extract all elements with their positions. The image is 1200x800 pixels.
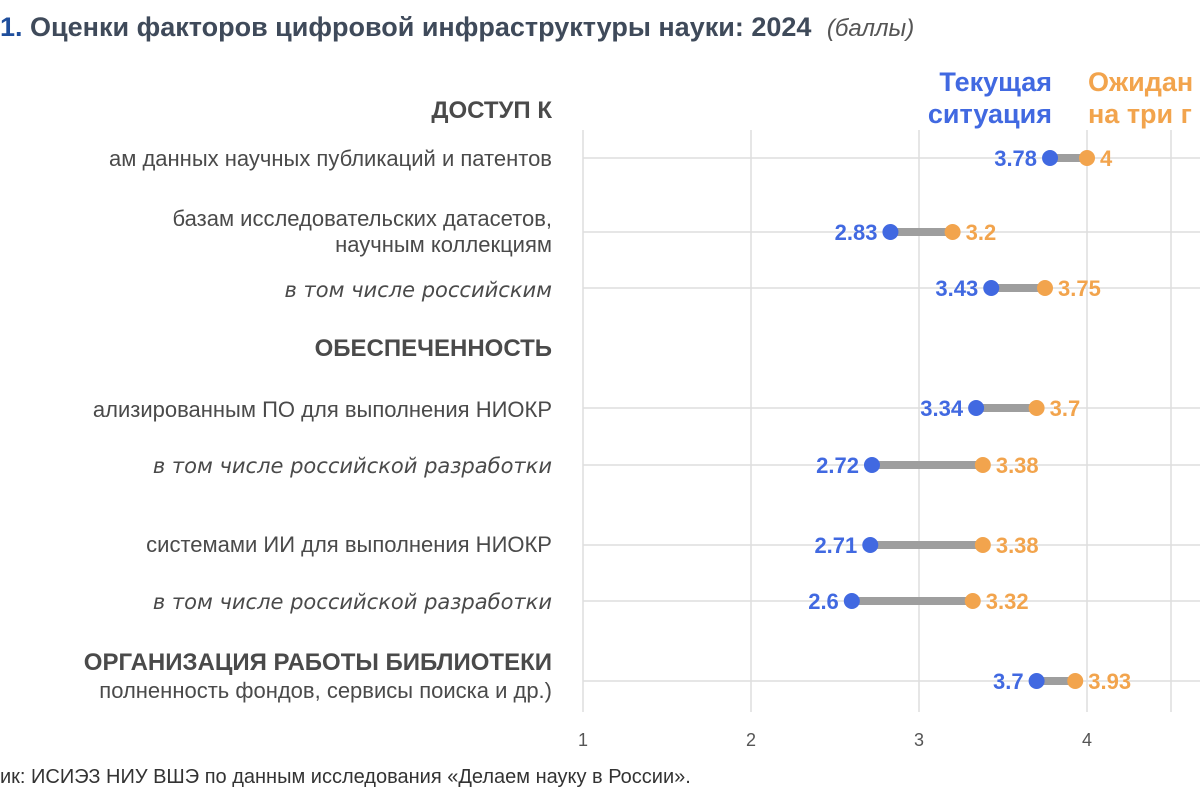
point-expected — [1028, 400, 1045, 416]
value-label-current: 3.7 — [993, 669, 1024, 694]
figure-number: 1. — [0, 12, 23, 42]
row-label-publications: ам данных научных публикаций и патентов — [108, 146, 552, 171]
row-label-datasets-line2: научным коллекциям — [335, 232, 552, 257]
point-expected — [1067, 673, 1084, 689]
point-expected — [944, 224, 961, 240]
heading-provision: ОБЕСПЕЧЕННОСТЬ — [314, 335, 552, 362]
legend-expected: Ожидан на три г — [1088, 66, 1193, 130]
x-tick-label: 2 — [746, 730, 756, 750]
value-label-expected: 3.93 — [1088, 669, 1131, 694]
row-label-datasets-russian: в том числе российским — [284, 278, 552, 302]
legend-expected-line1: Ожидан — [1088, 67, 1194, 97]
title-text: Оценки факторов цифровой инфраструктуры … — [30, 12, 812, 42]
legend-current-line1: Текущая — [939, 67, 1052, 97]
point-current — [862, 537, 879, 553]
source-note: ик: ИСИЭЗ НИУ ВШЭ по данным исследования… — [0, 766, 691, 788]
value-label-expected: 3.32 — [986, 589, 1029, 614]
value-label-current: 3.43 — [935, 276, 978, 301]
value-label-current: 2.71 — [814, 533, 857, 558]
point-current — [1042, 150, 1059, 166]
value-label-current: 3.34 — [920, 396, 964, 421]
point-current — [983, 280, 1000, 296]
point-expected — [1037, 280, 1053, 296]
value-label-expected: 3.38 — [996, 453, 1039, 478]
point-current — [843, 593, 860, 609]
value-label-current: 2.6 — [808, 589, 839, 614]
legend-expected-line2: на три г — [1088, 99, 1192, 129]
row-label-software-russian: в том числе российской разработки — [152, 454, 552, 478]
legend-current: Текущая ситуация — [928, 66, 1052, 130]
value-label-expected: 3.75 — [1058, 276, 1101, 301]
point-current — [968, 400, 985, 416]
x-tick-label: 3 — [914, 730, 924, 750]
point-expected — [974, 537, 991, 553]
point-expected — [974, 457, 991, 473]
x-tick-label: 1 — [578, 730, 588, 750]
point-expected — [964, 593, 981, 609]
heading-library: ОРГАНИЗАЦИЯ РАБОТЫ БИБЛИОТЕКИ — [83, 649, 552, 676]
legend-current-line2: ситуация — [927, 99, 1052, 129]
chart-title: 1. Оценки факторов цифровой инфраструкту… — [0, 12, 914, 43]
row-label-ai-systems: системами ИИ для выполнения НИОКР — [146, 532, 552, 557]
value-label-current: 2.72 — [816, 453, 859, 478]
row-label-software: ализированным ПО для выполнения НИОКР — [92, 397, 552, 422]
point-current — [1028, 673, 1045, 689]
point-current — [882, 224, 899, 240]
row-label-ai-russian: в том числе российской разработки — [152, 590, 552, 614]
value-label-current: 3.78 — [994, 146, 1037, 171]
row-label-datasets-line1: базам исследовательских датасетов, — [172, 206, 552, 231]
value-label-expected: 3.7 — [1050, 396, 1081, 421]
value-label-expected: 3.2 — [966, 220, 997, 245]
point-current — [863, 457, 880, 473]
value-label-expected: 4 — [1100, 146, 1113, 171]
point-expected — [1079, 150, 1095, 166]
row-label-library: полненность фондов, сервисы поиска и др.… — [99, 678, 552, 703]
heading-access: ДОСТУП К — [431, 97, 552, 124]
title-unit: (баллы) — [826, 15, 915, 42]
value-label-current: 2.83 — [835, 220, 878, 245]
value-label-expected: 3.38 — [996, 533, 1039, 558]
x-tick-label: 4 — [1082, 730, 1092, 750]
dumbbell-chart: 1 2 3 4 3.78 4 2.83 3.2 3.43 3.75 3.34 3.7 2.72 3.38 2… — [578, 130, 1200, 750]
